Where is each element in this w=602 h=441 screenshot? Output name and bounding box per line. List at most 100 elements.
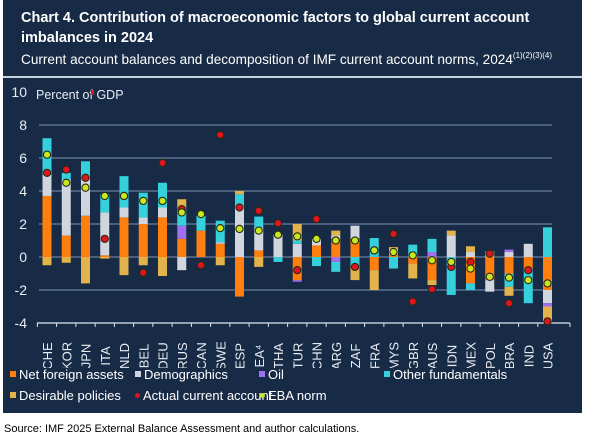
chart-title: Chart 4. Contribution of macroeconomic f… [21, 10, 530, 46]
bar-segment-net-foreign-assets [254, 250, 264, 257]
bar-stack-bra [504, 249, 514, 296]
y-tick-label: 0 [19, 249, 27, 265]
eba-norm-point-tur [293, 232, 302, 241]
x-tick-label-jpn: JPN [79, 344, 94, 368]
bar-stack-usa [543, 227, 552, 322]
legend-item-actual-current-account: Actual current account [135, 388, 272, 404]
bar-segment-other-fundamentals [389, 257, 398, 269]
actual-ca-point-ind [524, 266, 533, 275]
eba-norm-point-nld [119, 191, 129, 201]
x-tick-label-idn: IDN [444, 345, 459, 367]
bar-segment-net-foreign-assets [427, 257, 437, 281]
bar-segment-desirable-policies [177, 199, 187, 208]
legend-item-eba-norm: EBA norm [260, 388, 327, 404]
x-tick-label-tha: THA [271, 343, 286, 368]
bar-segment-other-fundamentals [466, 283, 475, 290]
bar-segment-net-foreign-assets [100, 255, 110, 257]
bar-segment-net-foreign-assets [235, 257, 244, 297]
legend-item-net-foreign-assets: Net foreign assets [10, 367, 124, 383]
eba-norm-point-mys [389, 247, 398, 257]
actual-ca-point-bra [504, 299, 514, 308]
bar-segment-net-foreign-assets [485, 257, 495, 281]
bar-segment-other-fundamentals [408, 244, 418, 257]
eba-norm-point-can [196, 209, 206, 219]
bar-segment-demographics [350, 225, 360, 239]
bar-stack-nld [119, 176, 129, 276]
bar-segment-demographics [292, 243, 302, 257]
bar-stack-zaf [350, 225, 360, 281]
bar-segment-desirable-policies [235, 191, 244, 195]
bar-segment-net-foreign-assets [158, 217, 167, 257]
bar-segment-desirable-policies [81, 257, 90, 284]
bar-segment-net-foreign-assets [61, 235, 71, 257]
y-axis-ticks: 10 8 6 4 2 0 -2 -4 [11, 84, 27, 331]
bar-segment-desirable-policies [350, 265, 360, 281]
x-tick-label-swe: SWE [213, 341, 228, 368]
y-tick-label: 8 [19, 117, 27, 133]
y-tick-label: -4 [15, 315, 28, 331]
bar-segment-other-fundamentals [273, 257, 283, 262]
eba-norm-point-tha [273, 230, 283, 239]
bar-segment-other-fundamentals [254, 216, 264, 228]
eba-norm-point-usa [543, 279, 552, 288]
actual-ca-point-ita [100, 234, 109, 243]
y-tick-label: 6 [19, 150, 27, 166]
x-tick-label-deu: DEU [156, 342, 171, 368]
eba-norm-point-jpn [81, 183, 90, 192]
eba-norm-point-gbr [408, 251, 417, 260]
eba-norm-point-zaf [350, 236, 360, 245]
actual-ca-point-zaf [350, 262, 360, 272]
bar-segment-demographics [485, 280, 495, 292]
legend-label: EBA norm [268, 388, 327, 403]
bar-segment-net-foreign-assets [81, 215, 90, 257]
bar-segment-desirable-policies [254, 257, 264, 267]
y-tick-label: -2 [15, 282, 28, 298]
x-tick-label-che: CHE [40, 342, 55, 368]
markers [42, 130, 552, 326]
x-tick-label-can: CAN [194, 342, 209, 368]
bar-segment-desirable-policies [369, 270, 379, 290]
chart-panel [3, 0, 582, 413]
bar-segment-demographics [138, 217, 148, 224]
bar-segment-demographics [466, 252, 475, 257]
bar-segment-net-foreign-assets [196, 230, 206, 257]
eba-norm-point-ea4 [254, 226, 263, 235]
bar-segment-demographics [523, 243, 533, 257]
bar-segment-desirable-policies [504, 286, 514, 296]
actual-ca-point-kor [62, 165, 71, 174]
bar-stack-aus [427, 238, 437, 286]
x-tick-label-fra: FRA [367, 343, 382, 368]
x-tick-label-bra: BRA [502, 342, 517, 368]
bar-segment-desirable-policies [119, 257, 129, 276]
eba-norm-point-ind [524, 275, 533, 285]
bar-segment-desirable-policies [158, 257, 167, 276]
bar-segment-desirable-policies [100, 257, 110, 259]
legend-label: Desirable policies [19, 388, 121, 403]
bar-segment-demographics [273, 234, 283, 257]
eba-norm-point-bel [139, 196, 148, 206]
eba-norm-point-che [42, 150, 52, 159]
bar-stack-ea4 [254, 216, 264, 267]
eba-norm-point-pol [485, 272, 494, 281]
bar-stack-ita [100, 194, 110, 259]
y-tick-label: 4 [19, 183, 27, 199]
x-tick-label-usa: USA [541, 342, 556, 368]
x-tick-label-esp: ESP [233, 343, 248, 368]
bar-segment-demographics [254, 227, 264, 251]
legend-label: Net foreign assets [19, 367, 124, 382]
bar-segment-desirable-policies [427, 280, 437, 286]
bar-segment-other-fundamentals [292, 240, 302, 244]
legend-dot [135, 393, 140, 398]
x-tick-label-arg: ARG [329, 342, 344, 368]
bar-segment-other-fundamentals [350, 257, 360, 266]
x-tick-label-ita: ITA [98, 346, 113, 366]
legend-label: Actual current account [143, 388, 273, 403]
actual-ca-point-gbr [408, 297, 417, 306]
x-tick-label-bel: BEL [136, 344, 151, 368]
bar-segment-desirable-policies [215, 257, 225, 266]
x-tick-label-rus: RUS [175, 342, 190, 368]
x-tick-label-mys: MYS [387, 342, 402, 368]
eba-norm-point-swe [216, 223, 225, 233]
bar-segment-demographics [42, 174, 52, 196]
legend-label: Oil [268, 367, 284, 382]
